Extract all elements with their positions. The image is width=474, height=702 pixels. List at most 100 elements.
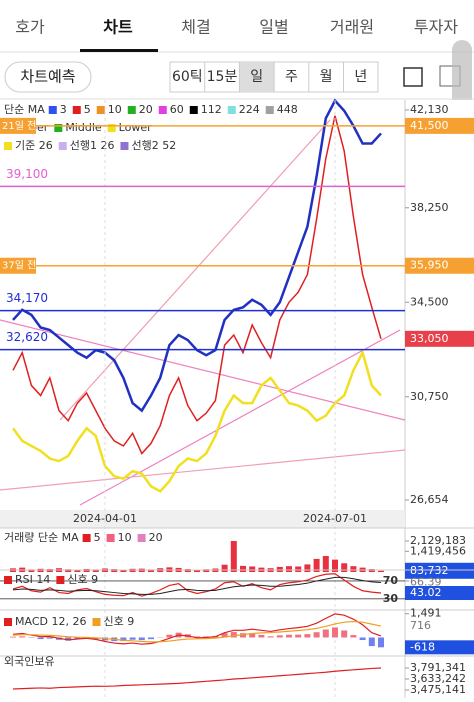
period-button[interactable]: 주	[285, 69, 298, 85]
tab[interactable]: 체결	[181, 18, 210, 37]
legend-swatch	[120, 142, 128, 150]
legend-label: Middle	[65, 121, 102, 134]
volume-bar	[378, 571, 384, 572]
legend-label: 기준 26	[15, 139, 53, 152]
volume-bar	[240, 566, 246, 572]
osc-bar	[378, 637, 384, 647]
legend-swatch	[190, 106, 198, 114]
osc-bar	[38, 637, 44, 639]
period-button[interactable]: 15분	[207, 69, 238, 85]
legend-label: 신호 9	[103, 615, 134, 628]
osc-bar	[10, 637, 16, 638]
legend-label: 10	[118, 531, 132, 544]
last-label: -618	[410, 640, 435, 653]
legend-label: 선행1 26	[70, 139, 115, 152]
legend-swatch	[159, 106, 167, 114]
y-tick-label: 3,475,141	[410, 683, 466, 696]
osc-bar	[231, 632, 237, 637]
tab[interactable]: 일별	[259, 18, 288, 37]
y-tick-label: 1,491	[410, 607, 442, 620]
osc-bar	[369, 637, 375, 646]
osc-bar	[360, 637, 366, 640]
volume-bar	[231, 541, 237, 572]
legend-swatch	[83, 534, 91, 542]
x-tick-label: 2024-07-01	[303, 512, 367, 525]
osc-bar	[341, 630, 347, 637]
legend-swatch	[4, 576, 12, 584]
legend-swatch	[4, 618, 12, 626]
tab[interactable]: 차트	[103, 18, 133, 37]
osc-bar	[323, 630, 329, 638]
tab[interactable]: 투자자	[414, 18, 458, 37]
volume-bar	[341, 563, 347, 572]
volume-bar	[304, 564, 310, 572]
period-button[interactable]: 일	[250, 69, 263, 85]
legend-label: 112	[201, 103, 222, 116]
legend-swatch	[128, 106, 136, 114]
osc-bar	[19, 636, 25, 637]
active-tab-underline	[80, 49, 158, 52]
legend-swatch	[56, 576, 64, 584]
y-tick-label: 26,654	[410, 493, 449, 506]
tab[interactable]: 거래원	[330, 18, 374, 37]
osc-bar	[277, 635, 283, 637]
volume-bar	[350, 566, 356, 572]
legend-swatch	[4, 142, 12, 150]
period-button[interactable]: 년	[354, 69, 367, 85]
osc-bar	[314, 632, 320, 637]
level-label: 39,100	[6, 167, 48, 181]
y-tick-label: 30	[383, 592, 399, 605]
legend-swatch	[138, 534, 146, 542]
osc-bar	[286, 635, 292, 638]
legend-label: 10	[108, 103, 122, 116]
legend-label: MACD 12, 26	[15, 615, 86, 628]
legend-label: RSI 14	[15, 573, 50, 586]
osc-bar	[148, 637, 154, 639]
osc-bar	[304, 634, 310, 637]
osc-bar	[350, 635, 356, 637]
legend-swatch	[49, 106, 57, 114]
legend-label: Lower	[119, 121, 152, 134]
last-label: 716	[410, 619, 431, 632]
legend-swatch	[107, 534, 115, 542]
legend-swatch	[266, 106, 274, 114]
level-tag: 21일 전	[2, 120, 36, 132]
y-tick-label: 1,419,456	[410, 544, 466, 557]
legend-swatch	[228, 106, 236, 114]
osc-bar	[139, 637, 145, 640]
volume-bar	[277, 567, 283, 572]
legend-label: 20	[139, 103, 153, 116]
level-label: 34,170	[6, 291, 48, 305]
x-tick-label: 2024-04-01	[73, 512, 137, 525]
osc-bar	[268, 636, 274, 637]
legend-label: 3	[60, 103, 67, 116]
osc-bar	[258, 635, 264, 638]
volume-bar	[286, 566, 292, 572]
legend-label: 5	[84, 103, 91, 116]
last-label: 43.02	[410, 586, 442, 599]
legend-swatch	[73, 106, 81, 114]
y-tick-label: 38,250	[410, 201, 449, 214]
level-label: 41,500	[410, 119, 449, 132]
y-tick-label: 30,750	[410, 390, 449, 403]
period-button[interactable]: 월	[320, 69, 333, 85]
osc-bar	[332, 627, 338, 637]
legend-swatch	[59, 142, 67, 150]
legend-label: 20	[149, 531, 163, 544]
legend-label: 60	[170, 103, 184, 116]
legend-label: 선행2 52	[131, 139, 176, 152]
y-tick-label: 70	[383, 574, 399, 587]
osc-bar	[47, 637, 53, 638]
period-button[interactable]: 60틱	[172, 69, 203, 85]
y-tick-label: 34,500	[410, 295, 449, 308]
legend-swatch	[92, 618, 100, 626]
level-label: 32,620	[6, 330, 48, 344]
legend-title: 외국인보유	[4, 655, 55, 668]
legend-label: 448	[277, 103, 298, 116]
legend-swatch	[97, 106, 105, 114]
predict-button-label: 차트예측	[20, 68, 75, 86]
tab[interactable]: 호가	[15, 18, 45, 37]
volume-bar	[249, 566, 255, 572]
legend-label: 224	[239, 103, 260, 116]
